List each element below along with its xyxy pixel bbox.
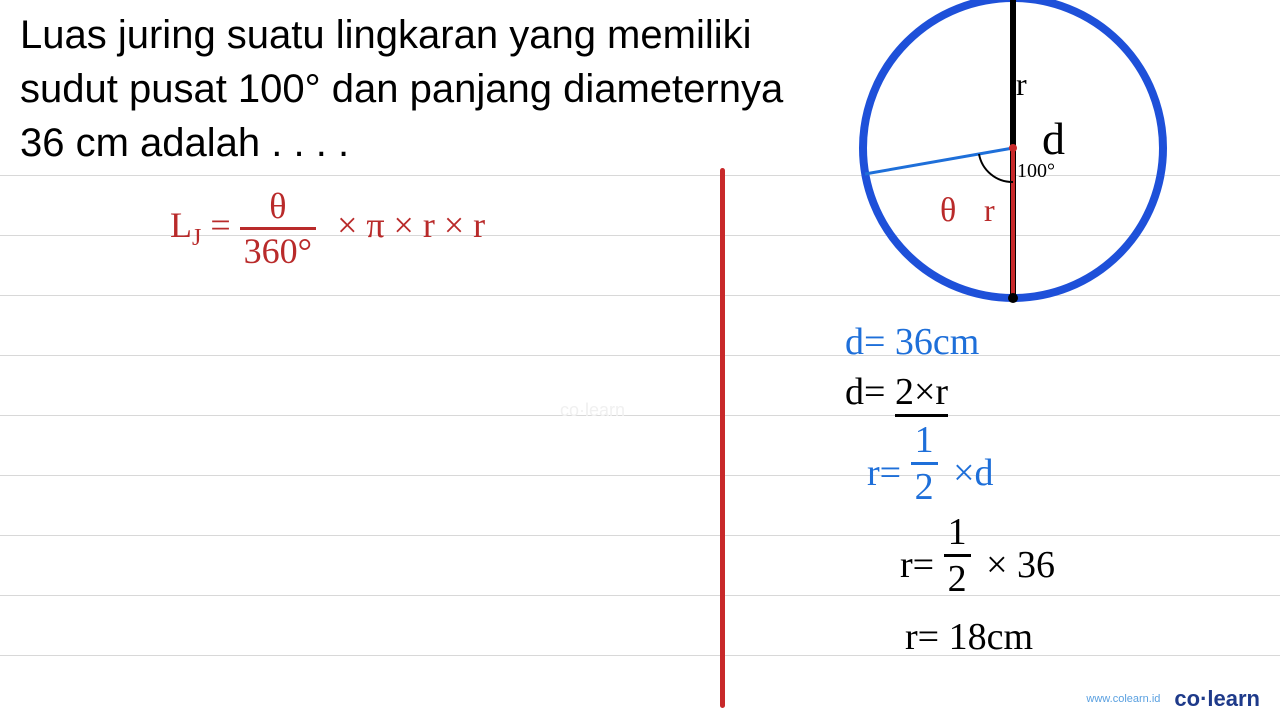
label-r-down: r [984,192,995,229]
r-formula-tail: ×d [953,452,993,494]
r-frac-den: 2 [911,465,938,509]
d-expr: 2×r [895,370,948,417]
r-calc-tail: × 36 [986,544,1055,586]
footer-url: www.colearn.id [1086,693,1160,705]
watermark: co·learn [560,400,625,421]
ruled-line [0,655,1280,656]
label-angle: 100° [1017,160,1055,183]
formula-L: L [170,205,192,245]
ruled-line [0,475,1280,476]
problem-line-3: 36 cm adalah . . . . [20,116,820,170]
r-calc-frac: 1 2 [944,510,971,601]
radius-formula: r= 1 2 ×d [867,418,994,509]
center-point [1009,144,1017,152]
formula-frac-num: θ [240,185,316,230]
d-prefix: d= [845,371,895,413]
formula-subscript: J [192,225,201,251]
problem-line-1: Luas juring suatu lingkaran yang memilik… [20,8,820,62]
label-theta: θ [940,192,956,230]
footer: www.colearn.id co·learn [1086,686,1260,712]
r-calc-num: 1 [944,510,971,557]
ruled-line [0,535,1280,536]
r-calc-prefix: r= [900,544,934,586]
problem-line-2: sudut pusat 100° dan panjang diameternya [20,62,820,116]
r-prefix: r= [867,452,901,494]
bottom-point [1008,293,1018,303]
vertical-divider [720,168,725,708]
problem-statement: Luas juring suatu lingkaran yang memilik… [20,8,820,170]
formula-tail: × π × r × r [337,205,485,245]
ruled-line [0,355,1280,356]
r-frac: 1 2 [911,418,938,509]
r-frac-num: 1 [911,418,938,465]
diameter-formula: d= 2×r [845,370,948,417]
ruled-line [0,595,1280,596]
radius-line [865,148,1013,174]
formula-equals: = [210,205,230,245]
ruled-line [0,415,1280,416]
circle-diagram [843,0,1183,308]
formula-fraction: θ 360° [240,185,316,272]
label-d: d [1042,112,1065,165]
formula-frac-den: 360° [240,230,316,272]
r-calc-den: 2 [944,557,971,601]
sector-area-formula: LJ = θ 360° × π × r × r [170,185,485,272]
angle-arc [979,154,1013,182]
radius-result: r= 18cm [905,615,1033,659]
label-r: r [1016,66,1027,103]
footer-brand: co·learn [1174,686,1260,712]
radius-calc: r= 1 2 × 36 [900,510,1055,601]
given-diameter: d= 36cm [845,320,979,364]
